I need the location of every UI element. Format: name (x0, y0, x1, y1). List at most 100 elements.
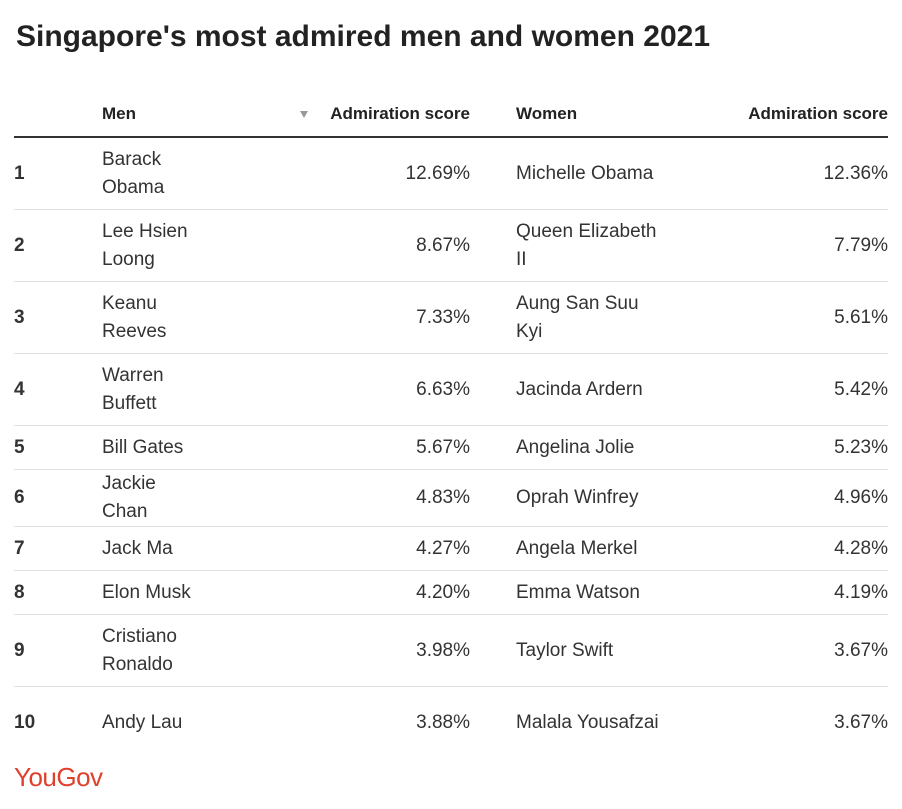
gap-cell (470, 526, 516, 571)
rank-cell: 3 (14, 281, 102, 354)
table-row: 8 Elon Musk 4.20% Emma Watson 4.19% (14, 570, 888, 615)
men-name-text: Jack Ma (102, 537, 173, 559)
women-score-cell: 3.67% (716, 614, 888, 687)
women-score-cell: 5.23% (716, 425, 888, 470)
women-name-text: Michelle Obama (516, 162, 654, 184)
women-name-cell: Oprah Winfrey (516, 469, 716, 527)
men-name-cell: Cristiano Ronaldo (102, 614, 312, 687)
men-name-text: Elon Musk (102, 581, 191, 603)
women-name-text: Aung San Suu Kyi (516, 292, 639, 342)
men-score-cell: 5.67% (312, 425, 470, 470)
gap-cell (470, 570, 516, 615)
header-rank (14, 92, 102, 138)
gap-cell (470, 614, 516, 687)
rank-cell: 9 (14, 614, 102, 687)
men-name-cell: Jack Ma (102, 526, 312, 571)
rank-cell: 1 (14, 137, 102, 210)
men-score-cell: 8.67% (312, 209, 470, 282)
women-name-cell: Angela Merkel (516, 526, 716, 571)
men-score-cell: 4.27% (312, 526, 470, 571)
women-name-cell: Queen Elizabeth II (516, 209, 716, 282)
women-name-cell: Aung San Suu Kyi (516, 281, 716, 354)
rank-cell: 7 (14, 526, 102, 571)
rank-cell: 4 (14, 353, 102, 426)
women-name-cell: Malala Yousafzai (516, 687, 716, 759)
gap-cell (470, 281, 516, 354)
rank-cell: 10 (14, 711, 36, 733)
men-name-cell: Barack Obama (102, 137, 312, 210)
men-name-text: Keanu Reeves (102, 292, 167, 342)
men-name-cell: Lee Hsien Loong (102, 209, 312, 282)
sort-down-icon[interactable] (300, 111, 308, 118)
women-name-text: Malala Yousafzai (516, 711, 659, 733)
men-score-cell: 3.98% (312, 614, 470, 687)
rank-cell: 2 (14, 209, 102, 282)
gap-cell (470, 469, 516, 527)
men-name-cell: Jackie Chan (102, 469, 312, 527)
ranking-table: Men Admiration score Women Admiration sc… (14, 92, 888, 758)
men-name-cell: Keanu Reeves (102, 281, 312, 354)
women-name-text: Angelina Jolie (516, 436, 635, 458)
women-score-cell: 12.36% (716, 137, 888, 210)
table-row: 10 Andy Lau 3.88% Malala Yousafzai 3.67% (14, 687, 888, 759)
table-row: 4 Warren Buffett 6.63% Jacinda Ardern 5.42% (14, 353, 888, 426)
table-row: 2 Lee Hsien Loong 8.67% Queen Elizabeth II 7… (14, 209, 888, 282)
women-name-text: Emma Watson (516, 581, 640, 603)
header-women-score[interactable]: Admiration score (716, 92, 888, 138)
table-body: 1 Barack Obama 12.69% Michelle Obama 12.36% 2… (14, 137, 888, 758)
rank-cell: 8 (14, 570, 102, 615)
gap-cell (470, 425, 516, 470)
women-name-text: Angela Merkel (516, 537, 638, 559)
table-row: 5 Bill Gates 5.67% Angelina Jolie 5.23% (14, 425, 888, 470)
women-name-text: Queen Elizabeth II (516, 220, 657, 270)
table-row: 1 Barack Obama 12.69% Michelle Obama 12.36% (14, 137, 888, 210)
women-name-text: Jacinda Ardern (516, 378, 643, 400)
rank-cell: 5 (14, 425, 102, 470)
women-name-cell: Jacinda Ardern (516, 353, 716, 426)
women-score-cell: 4.28% (716, 526, 888, 571)
men-name-cell: Andy Lau (102, 687, 312, 759)
women-score-cell: 4.19% (716, 570, 888, 615)
men-name-cell: Bill Gates (102, 425, 312, 470)
rank-cell: 6 (14, 469, 102, 527)
men-name-text: Warren Buffett (102, 364, 164, 414)
men-score-cell: 3.88% (416, 711, 470, 733)
gap-cell (470, 687, 516, 759)
women-name-text: Oprah Winfrey (516, 487, 639, 508)
header-women[interactable]: Women (516, 92, 716, 138)
gap-cell (470, 137, 516, 210)
men-name-text: Cristiano Ronaldo (102, 625, 177, 675)
header-men-label: Men (102, 104, 136, 123)
men-name-text: Jackie Chan (102, 473, 156, 522)
header-men[interactable]: Men (102, 92, 312, 138)
men-name-cell: Elon Musk (102, 570, 312, 615)
table-row: 7 Jack Ma 4.27% Angela Merkel 4.28% (14, 526, 888, 571)
men-name-text: Bill Gates (102, 436, 184, 458)
women-name-cell: Taylor Swift (516, 614, 716, 687)
men-score-cell: 4.83% (312, 469, 470, 527)
women-score-cell: 5.42% (716, 353, 888, 426)
women-score-cell: 7.79% (716, 209, 888, 282)
women-score-cell: 5.61% (716, 281, 888, 354)
men-score-cell: 7.33% (312, 281, 470, 354)
yougov-logo: YouGov (14, 762, 103, 792)
men-score-cell: 6.63% (312, 353, 470, 426)
women-name-cell: Angelina Jolie (516, 425, 716, 470)
men-name-text: Barack Obama (102, 148, 165, 198)
table-row: 9 Cristiano Ronaldo 3.98% Taylor Swift 3.67% (14, 614, 888, 687)
men-score-cell: 4.20% (312, 570, 470, 615)
table-row: 3 Keanu Reeves 7.33% Aung San Suu Kyi 5.61% (14, 281, 888, 354)
men-name-cell: Warren Buffett (102, 353, 312, 426)
women-score-cell: 3.67% (834, 711, 888, 733)
header-men-score[interactable]: Admiration score (312, 92, 470, 138)
page-title: Singapore's most admired men and women 2… (16, 20, 710, 53)
table-header-row: Men Admiration score Women Admiration sc… (14, 92, 888, 138)
women-score-cell: 4.96% (716, 469, 888, 527)
men-name-text: Lee Hsien Loong (102, 220, 188, 270)
women-name-cell: Emma Watson (516, 570, 716, 615)
men-score-cell: 12.69% (312, 137, 470, 210)
gap-cell (470, 209, 516, 282)
women-name-text: Taylor Swift (516, 639, 614, 661)
women-name-cell: Michelle Obama (516, 137, 716, 210)
gap-cell (470, 353, 516, 426)
